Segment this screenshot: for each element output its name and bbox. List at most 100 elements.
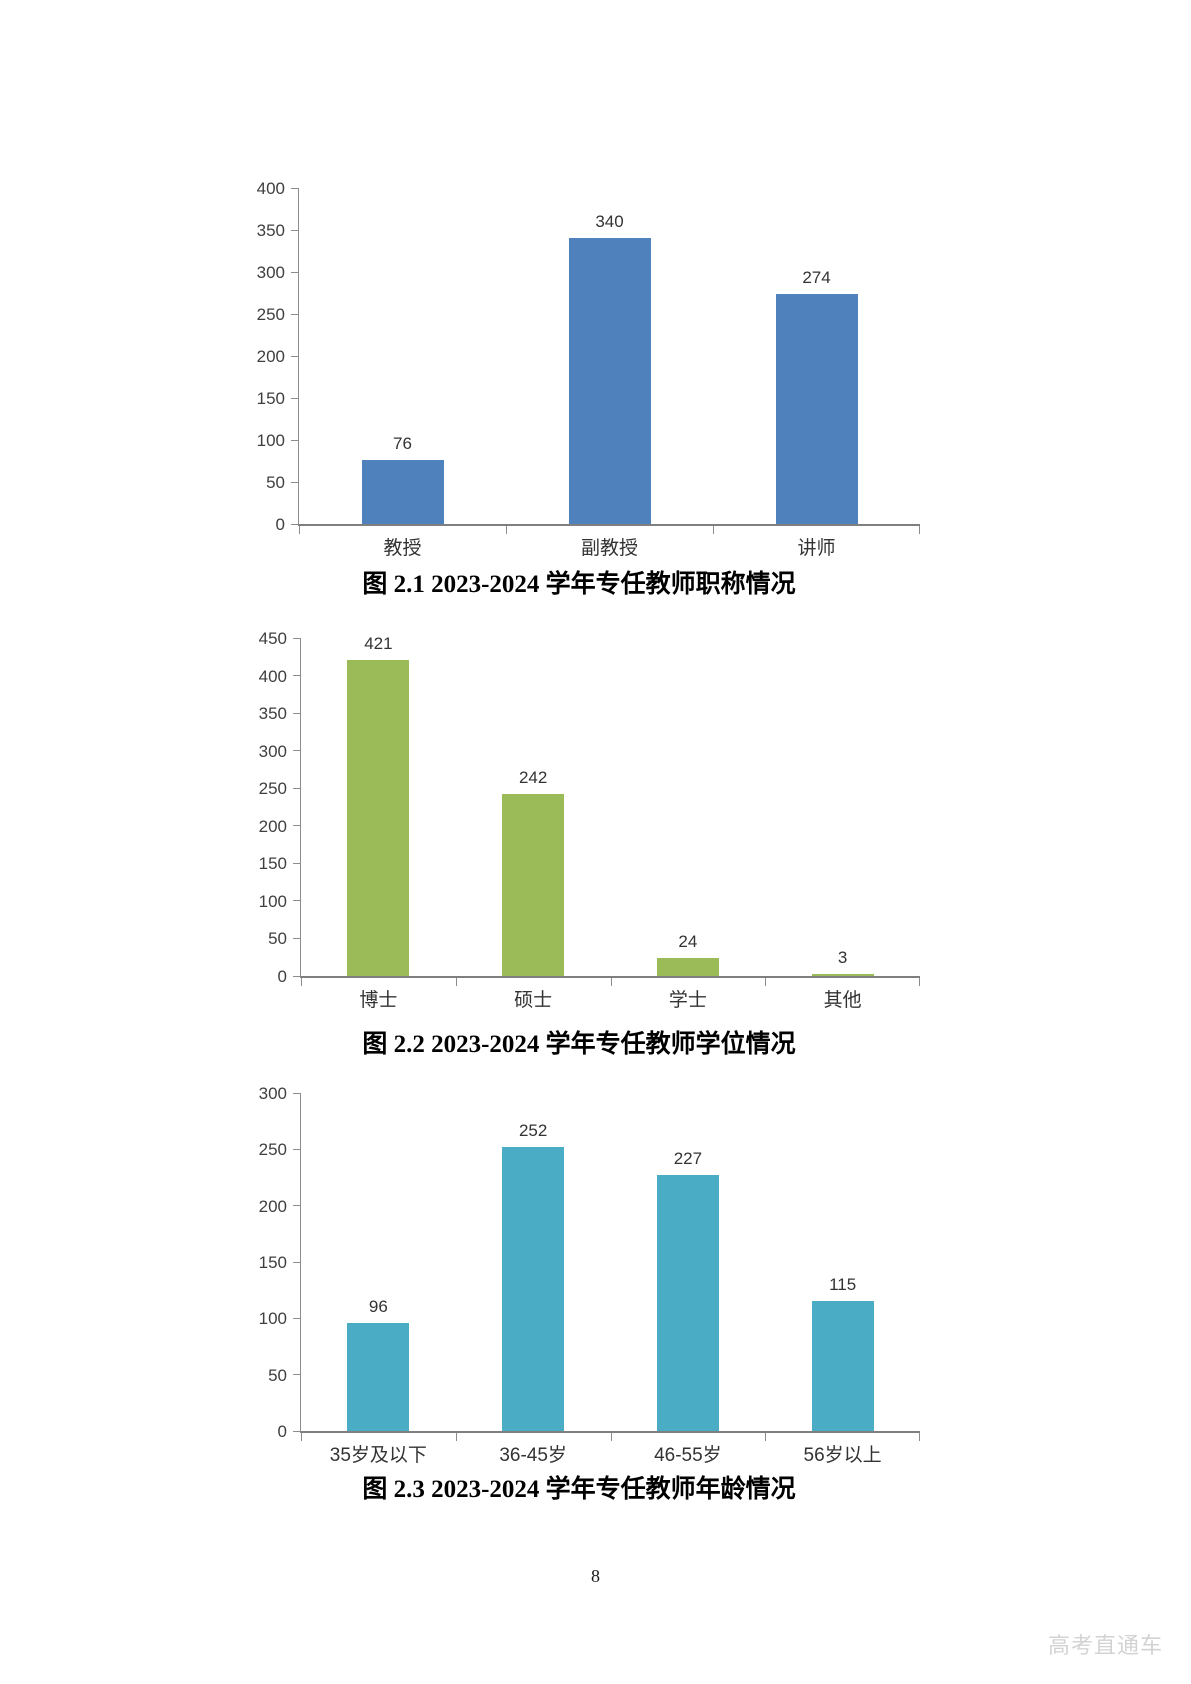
y-axis-tick-label: 0 bbox=[277, 967, 287, 986]
x-axis-category-label: 36-45岁 bbox=[499, 1445, 567, 1466]
bar-value-label: 96 bbox=[368, 1296, 388, 1316]
x-axis-category-label: 教授 bbox=[383, 538, 422, 559]
x-axis-tick-mark bbox=[455, 1433, 457, 1441]
y-axis-tick-mark bbox=[293, 862, 300, 864]
y-axis-tick-mark bbox=[291, 355, 298, 357]
x-axis-tick-mark bbox=[919, 978, 920, 986]
y-axis-tick-label: 150 bbox=[258, 1253, 287, 1272]
bar-56岁以上 bbox=[811, 1301, 874, 1431]
y-axis-tick-mark bbox=[293, 712, 300, 714]
y-axis-tick-label: 200 bbox=[256, 347, 285, 366]
y-axis-tick-mark bbox=[293, 1430, 300, 1432]
y-axis-tick-mark bbox=[293, 1261, 300, 1263]
x-axis-category-label: 46-55岁 bbox=[654, 1445, 722, 1466]
y-axis-tick-mark bbox=[291, 313, 298, 315]
y-axis-tick-label: 300 bbox=[258, 741, 287, 761]
y-axis-tick-mark bbox=[293, 1374, 300, 1376]
bar-value-label: 115 bbox=[829, 1275, 857, 1295]
y-axis-tick-label: 350 bbox=[258, 704, 287, 724]
bar-其他 bbox=[811, 973, 874, 976]
x-axis-tick-mark bbox=[765, 1433, 767, 1441]
y-axis-tick-mark bbox=[291, 481, 298, 483]
x-axis-category-label: 35岁及以下 bbox=[329, 1445, 427, 1466]
x-axis-tick-mark bbox=[919, 1433, 920, 1441]
bar-value-label: 340 bbox=[595, 212, 624, 232]
bar-46-55岁 bbox=[656, 1175, 719, 1431]
x-axis-tick-mark bbox=[610, 978, 612, 986]
y-axis-tick-mark bbox=[293, 900, 300, 902]
x-axis-category-label: 副教授 bbox=[580, 538, 638, 559]
x-axis-tick-mark bbox=[610, 1433, 612, 1441]
y-axis-tick-mark bbox=[293, 675, 300, 677]
bar-value-label: 3 bbox=[837, 947, 848, 967]
x-axis-tick-mark bbox=[301, 978, 302, 986]
x-axis-category-label: 讲师 bbox=[797, 538, 836, 559]
y-axis-tick-mark bbox=[291, 523, 298, 525]
y-axis-tick-mark bbox=[293, 750, 300, 752]
y-axis-tick-label: 450 bbox=[258, 629, 287, 648]
y-axis-tick-label: 50 bbox=[268, 929, 287, 949]
bar-副教授 bbox=[568, 238, 651, 524]
watermark-text: 高考直通车 bbox=[1047, 1633, 1163, 1658]
x-axis-tick-mark bbox=[919, 526, 920, 534]
x-axis-tick-mark bbox=[506, 526, 507, 534]
bar-博士 bbox=[347, 659, 410, 976]
chart-teacher-titles-plot: 0 50 100 150 200 250 300 350 400 76 教授 340 副教授 274 讲师 bbox=[257, 180, 920, 559]
bar-学士 bbox=[656, 957, 719, 976]
y-axis-tick-label: 50 bbox=[268, 1365, 287, 1385]
bar-value-label: 76 bbox=[393, 434, 412, 454]
x-axis-category-label: 博士 bbox=[359, 990, 398, 1011]
y-axis-tick-label: 0 bbox=[275, 515, 285, 534]
bar-硕士 bbox=[502, 794, 565, 976]
y-axis-tick-label: 400 bbox=[258, 666, 287, 686]
y-axis-tick-mark bbox=[293, 1092, 300, 1094]
y-axis-tick-label: 350 bbox=[256, 221, 285, 240]
y-axis-tick-label: 100 bbox=[258, 1309, 287, 1329]
y-axis-tick-mark bbox=[291, 397, 298, 399]
y-axis-tick-mark bbox=[291, 439, 298, 441]
chart-teacher-degrees-plot: 0 50 100 150 200 250 300 350 400 450 421 博士 242 硕士 24 学… bbox=[259, 630, 920, 1011]
y-axis-tick-label: 150 bbox=[258, 854, 287, 874]
y-axis-tick-mark bbox=[293, 975, 300, 977]
bar-35岁及以下 bbox=[347, 1322, 410, 1431]
y-axis-tick-label: 100 bbox=[256, 431, 285, 450]
y-axis-tick-mark bbox=[293, 787, 300, 789]
y-axis-tick-label: 300 bbox=[258, 1084, 287, 1103]
y-axis-tick-mark bbox=[293, 937, 300, 939]
x-axis-tick-mark bbox=[299, 526, 300, 534]
y-axis-tick-label: 250 bbox=[258, 779, 287, 799]
x-axis-tick-mark bbox=[713, 526, 714, 534]
x-axis-category-label: 学士 bbox=[668, 990, 707, 1011]
bar-教授 bbox=[361, 460, 444, 524]
bar-value-label: 24 bbox=[678, 931, 698, 951]
y-axis-tick-label: 300 bbox=[256, 263, 285, 282]
page-number: 8 bbox=[591, 1566, 600, 1586]
y-axis-tick-label: 150 bbox=[256, 389, 285, 408]
x-axis-category-label: 其他 bbox=[823, 990, 862, 1011]
bar-讲师 bbox=[775, 293, 858, 524]
x-axis-tick-mark bbox=[301, 1433, 302, 1441]
chart-teacher-ages-plot: 0 50 100 150 200 250 300 96 35岁及以下 252 36-45岁 227 46… bbox=[259, 1085, 920, 1466]
y-axis-tick-label: 250 bbox=[256, 305, 285, 324]
bar-value-label: 227 bbox=[673, 1149, 703, 1169]
y-axis-tick-mark bbox=[293, 637, 300, 639]
y-axis-tick-mark bbox=[293, 825, 300, 827]
bar-value-label: 252 bbox=[518, 1121, 548, 1141]
y-axis-tick-mark bbox=[293, 1148, 300, 1150]
x-axis-category-label: 硕士 bbox=[514, 990, 553, 1011]
x-axis-tick-mark bbox=[765, 978, 767, 986]
y-axis-tick-mark bbox=[291, 187, 298, 189]
y-axis-tick-label: 100 bbox=[258, 891, 287, 911]
x-axis-category-label: 56岁以上 bbox=[803, 1445, 882, 1466]
y-axis-tick-mark bbox=[291, 271, 298, 273]
y-axis-tick-label: 200 bbox=[258, 816, 287, 836]
chart-teacher-titles-caption: 图 2.1 2023-2024 学年专任教师职称情况 bbox=[362, 571, 796, 598]
y-axis-tick-label: 50 bbox=[266, 473, 285, 492]
bar-value-label: 421 bbox=[364, 633, 393, 653]
chart-teacher-degrees-caption: 图 2.2 2023-2024 学年专任教师学位情况 bbox=[362, 1031, 796, 1058]
y-axis-tick-label: 0 bbox=[277, 1422, 287, 1441]
y-axis-tick-label: 250 bbox=[258, 1140, 287, 1160]
bar-36-45岁 bbox=[502, 1147, 565, 1431]
y-axis-tick-mark bbox=[293, 1317, 300, 1319]
